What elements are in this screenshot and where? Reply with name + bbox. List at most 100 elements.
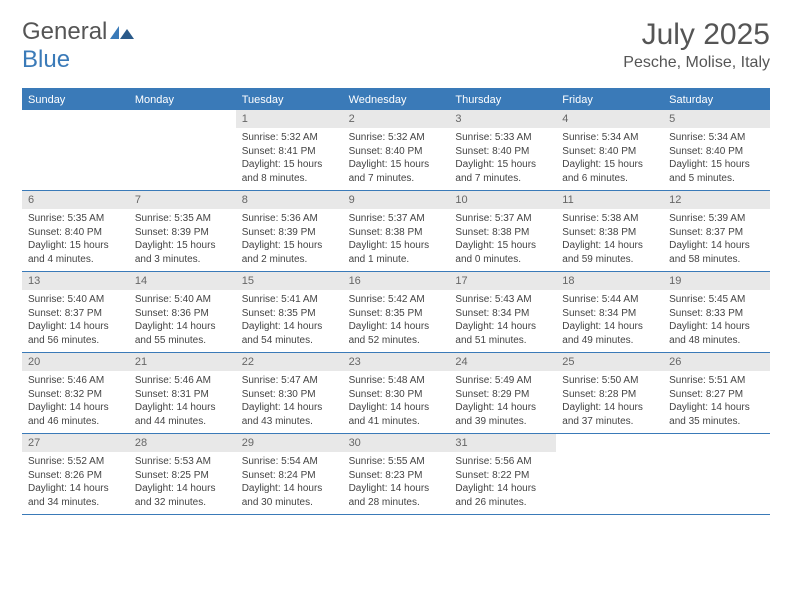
day-header: Sunday — [22, 90, 129, 110]
calendar-cell: 27Sunrise: 5:52 AMSunset: 8:26 PMDayligh… — [22, 434, 129, 514]
day-header: Tuesday — [236, 90, 343, 110]
calendar-cell: 21Sunrise: 5:46 AMSunset: 8:31 PMDayligh… — [129, 353, 236, 433]
day-details: Sunrise: 5:35 AMSunset: 8:40 PMDaylight:… — [22, 209, 129, 271]
calendar-cell: 30Sunrise: 5:55 AMSunset: 8:23 PMDayligh… — [343, 434, 450, 514]
day-details: Sunrise: 5:53 AMSunset: 8:25 PMDaylight:… — [129, 452, 236, 514]
calendar-cell — [663, 434, 770, 514]
day-details: Sunrise: 5:32 AMSunset: 8:41 PMDaylight:… — [236, 128, 343, 190]
calendar-week: 1Sunrise: 5:32 AMSunset: 8:41 PMDaylight… — [22, 110, 770, 191]
calendar-cell: 8Sunrise: 5:36 AMSunset: 8:39 PMDaylight… — [236, 191, 343, 271]
day-number: 27 — [22, 434, 129, 452]
calendar-cell: 25Sunrise: 5:50 AMSunset: 8:28 PMDayligh… — [556, 353, 663, 433]
day-number: 21 — [129, 353, 236, 371]
day-number: 6 — [22, 191, 129, 209]
day-header: Wednesday — [343, 90, 450, 110]
day-details: Sunrise: 5:32 AMSunset: 8:40 PMDaylight:… — [343, 128, 450, 190]
calendar-week: 27Sunrise: 5:52 AMSunset: 8:26 PMDayligh… — [22, 434, 770, 515]
calendar-cell: 6Sunrise: 5:35 AMSunset: 8:40 PMDaylight… — [22, 191, 129, 271]
day-headers: SundayMondayTuesdayWednesdayThursdayFrid… — [22, 90, 770, 110]
day-details: Sunrise: 5:40 AMSunset: 8:36 PMDaylight:… — [129, 290, 236, 352]
day-details: Sunrise: 5:34 AMSunset: 8:40 PMDaylight:… — [556, 128, 663, 190]
day-number: 22 — [236, 353, 343, 371]
month-title: July 2025 — [623, 18, 770, 52]
day-number: 4 — [556, 110, 663, 128]
day-details: Sunrise: 5:39 AMSunset: 8:37 PMDaylight:… — [663, 209, 770, 271]
day-number: 30 — [343, 434, 450, 452]
day-details: Sunrise: 5:46 AMSunset: 8:32 PMDaylight:… — [22, 371, 129, 433]
day-details: Sunrise: 5:55 AMSunset: 8:23 PMDaylight:… — [343, 452, 450, 514]
day-details: Sunrise: 5:40 AMSunset: 8:37 PMDaylight:… — [22, 290, 129, 352]
calendar-cell: 12Sunrise: 5:39 AMSunset: 8:37 PMDayligh… — [663, 191, 770, 271]
day-header: Saturday — [663, 90, 770, 110]
calendar-cell — [22, 110, 129, 190]
day-details: Sunrise: 5:41 AMSunset: 8:35 PMDaylight:… — [236, 290, 343, 352]
calendar-cell: 1Sunrise: 5:32 AMSunset: 8:41 PMDaylight… — [236, 110, 343, 190]
calendar-cell: 26Sunrise: 5:51 AMSunset: 8:27 PMDayligh… — [663, 353, 770, 433]
day-number: 15 — [236, 272, 343, 290]
day-number: 26 — [663, 353, 770, 371]
day-header: Thursday — [449, 90, 556, 110]
day-number: 9 — [343, 191, 450, 209]
day-number: 13 — [22, 272, 129, 290]
calendar-cell: 16Sunrise: 5:42 AMSunset: 8:35 PMDayligh… — [343, 272, 450, 352]
calendar-cell: 18Sunrise: 5:44 AMSunset: 8:34 PMDayligh… — [556, 272, 663, 352]
day-details: Sunrise: 5:56 AMSunset: 8:22 PMDaylight:… — [449, 452, 556, 514]
calendar-cell: 23Sunrise: 5:48 AMSunset: 8:30 PMDayligh… — [343, 353, 450, 433]
calendar-cell: 13Sunrise: 5:40 AMSunset: 8:37 PMDayligh… — [22, 272, 129, 352]
day-number: 12 — [663, 191, 770, 209]
day-details: Sunrise: 5:43 AMSunset: 8:34 PMDaylight:… — [449, 290, 556, 352]
header: GeneralBlue July 2025 Pesche, Molise, It… — [22, 18, 770, 74]
calendar-cell: 28Sunrise: 5:53 AMSunset: 8:25 PMDayligh… — [129, 434, 236, 514]
day-details: Sunrise: 5:44 AMSunset: 8:34 PMDaylight:… — [556, 290, 663, 352]
day-details: Sunrise: 5:45 AMSunset: 8:33 PMDaylight:… — [663, 290, 770, 352]
calendar-cell: 20Sunrise: 5:46 AMSunset: 8:32 PMDayligh… — [22, 353, 129, 433]
logo: GeneralBlue — [22, 18, 136, 74]
calendar-week: 6Sunrise: 5:35 AMSunset: 8:40 PMDaylight… — [22, 191, 770, 272]
logo-icon — [109, 18, 136, 45]
calendar-cell: 19Sunrise: 5:45 AMSunset: 8:33 PMDayligh… — [663, 272, 770, 352]
day-details: Sunrise: 5:46 AMSunset: 8:31 PMDaylight:… — [129, 371, 236, 433]
day-details: Sunrise: 5:51 AMSunset: 8:27 PMDaylight:… — [663, 371, 770, 433]
day-number: 2 — [343, 110, 450, 128]
calendar-cell: 4Sunrise: 5:34 AMSunset: 8:40 PMDaylight… — [556, 110, 663, 190]
calendar-cell: 15Sunrise: 5:41 AMSunset: 8:35 PMDayligh… — [236, 272, 343, 352]
calendar-cell: 14Sunrise: 5:40 AMSunset: 8:36 PMDayligh… — [129, 272, 236, 352]
calendar-cell: 24Sunrise: 5:49 AMSunset: 8:29 PMDayligh… — [449, 353, 556, 433]
day-details: Sunrise: 5:49 AMSunset: 8:29 PMDaylight:… — [449, 371, 556, 433]
day-number: 1 — [236, 110, 343, 128]
logo-text-gray: General — [22, 18, 107, 45]
calendar-cell: 5Sunrise: 5:34 AMSunset: 8:40 PMDaylight… — [663, 110, 770, 190]
calendar: SundayMondayTuesdayWednesdayThursdayFrid… — [22, 88, 770, 515]
day-number: 8 — [236, 191, 343, 209]
calendar-cell: 22Sunrise: 5:47 AMSunset: 8:30 PMDayligh… — [236, 353, 343, 433]
calendar-cell: 3Sunrise: 5:33 AMSunset: 8:40 PMDaylight… — [449, 110, 556, 190]
logo-text-blue: Blue — [22, 46, 70, 73]
day-number: 31 — [449, 434, 556, 452]
calendar-cell — [556, 434, 663, 514]
day-number: 19 — [663, 272, 770, 290]
day-number: 24 — [449, 353, 556, 371]
day-number: 28 — [129, 434, 236, 452]
day-number: 20 — [22, 353, 129, 371]
location: Pesche, Molise, Italy — [623, 54, 770, 72]
day-details: Sunrise: 5:52 AMSunset: 8:26 PMDaylight:… — [22, 452, 129, 514]
day-header: Monday — [129, 90, 236, 110]
day-number: 5 — [663, 110, 770, 128]
day-details: Sunrise: 5:47 AMSunset: 8:30 PMDaylight:… — [236, 371, 343, 433]
day-details: Sunrise: 5:33 AMSunset: 8:40 PMDaylight:… — [449, 128, 556, 190]
day-details: Sunrise: 5:38 AMSunset: 8:38 PMDaylight:… — [556, 209, 663, 271]
calendar-cell: 9Sunrise: 5:37 AMSunset: 8:38 PMDaylight… — [343, 191, 450, 271]
day-number: 14 — [129, 272, 236, 290]
day-details: Sunrise: 5:37 AMSunset: 8:38 PMDaylight:… — [449, 209, 556, 271]
calendar-cell: 7Sunrise: 5:35 AMSunset: 8:39 PMDaylight… — [129, 191, 236, 271]
day-details: Sunrise: 5:35 AMSunset: 8:39 PMDaylight:… — [129, 209, 236, 271]
day-number: 29 — [236, 434, 343, 452]
day-details: Sunrise: 5:36 AMSunset: 8:39 PMDaylight:… — [236, 209, 343, 271]
calendar-cell — [129, 110, 236, 190]
day-number: 10 — [449, 191, 556, 209]
day-details: Sunrise: 5:42 AMSunset: 8:35 PMDaylight:… — [343, 290, 450, 352]
calendar-cell: 31Sunrise: 5:56 AMSunset: 8:22 PMDayligh… — [449, 434, 556, 514]
calendar-cell: 29Sunrise: 5:54 AMSunset: 8:24 PMDayligh… — [236, 434, 343, 514]
calendar-cell: 2Sunrise: 5:32 AMSunset: 8:40 PMDaylight… — [343, 110, 450, 190]
calendar-cell: 11Sunrise: 5:38 AMSunset: 8:38 PMDayligh… — [556, 191, 663, 271]
